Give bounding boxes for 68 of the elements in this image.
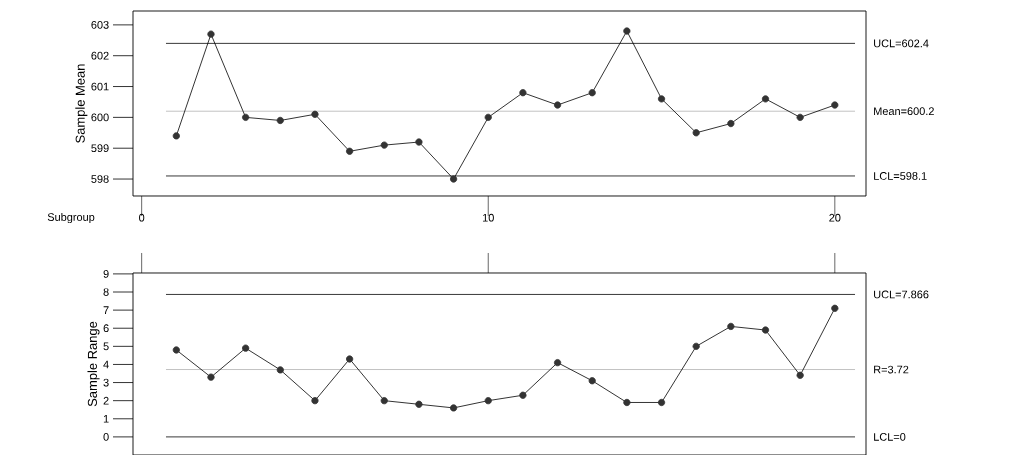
point bbox=[207, 30, 215, 38]
ref-line-label: R=3.72 bbox=[874, 365, 909, 374]
y-tick-label: 603 bbox=[91, 21, 109, 29]
point bbox=[761, 326, 770, 334]
y-tick-label: 3 bbox=[103, 378, 109, 387]
point bbox=[623, 398, 631, 407]
y-tick-label: 5 bbox=[103, 342, 109, 351]
x-axis-title: Subgroup bbox=[47, 212, 95, 224]
point bbox=[415, 138, 423, 146]
point bbox=[623, 27, 631, 35]
point bbox=[242, 113, 250, 121]
y-tick-label: 602 bbox=[91, 51, 109, 60]
point bbox=[796, 371, 804, 379]
ref-line-label: LCL=598.1 bbox=[874, 172, 927, 180]
y-tick-label: 9 bbox=[103, 270, 109, 278]
y-axis-title: Sample Range bbox=[87, 321, 100, 407]
y-tick-label: 6 bbox=[103, 324, 109, 333]
x-tick-label: 0 bbox=[139, 213, 145, 222]
point bbox=[346, 355, 354, 363]
y-tick-label: 4 bbox=[103, 360, 109, 369]
point bbox=[588, 89, 596, 97]
point bbox=[346, 147, 354, 155]
y-tick-label: 1 bbox=[103, 415, 109, 423]
point bbox=[276, 116, 284, 125]
point bbox=[484, 113, 492, 121]
point bbox=[449, 404, 458, 412]
point bbox=[692, 342, 700, 350]
point bbox=[172, 132, 180, 140]
ref-line-label: UCL=7.866 bbox=[874, 290, 929, 299]
point bbox=[242, 344, 250, 352]
point bbox=[415, 400, 423, 408]
point bbox=[484, 397, 492, 405]
y-tick-label: 2 bbox=[103, 396, 109, 405]
point bbox=[692, 129, 700, 137]
ref-line-label: LCL=0 bbox=[874, 433, 906, 441]
point bbox=[657, 95, 666, 103]
ref-line-label: UCL=602.4 bbox=[874, 39, 929, 48]
point bbox=[796, 113, 804, 121]
point bbox=[519, 391, 527, 399]
point bbox=[276, 366, 284, 374]
y-axis-title: Sample Mean bbox=[75, 64, 88, 143]
y-tick-label: 7 bbox=[103, 306, 109, 314]
y-tick-label: 8 bbox=[103, 288, 109, 296]
point bbox=[380, 397, 388, 405]
point bbox=[727, 119, 735, 128]
point bbox=[727, 322, 735, 331]
y-tick-label: 601 bbox=[91, 82, 109, 91]
point bbox=[172, 346, 180, 354]
ref-line-label: Mean=600.2 bbox=[874, 107, 934, 116]
point bbox=[553, 359, 562, 367]
point bbox=[831, 101, 839, 109]
point bbox=[588, 377, 596, 385]
point bbox=[311, 397, 319, 405]
y-tick-label: 599 bbox=[91, 144, 109, 153]
point bbox=[207, 373, 215, 381]
point bbox=[761, 95, 770, 103]
y-tick-label: 598 bbox=[91, 175, 109, 183]
point bbox=[519, 89, 527, 97]
y-tick-label: 0 bbox=[103, 433, 109, 441]
x-tick-label: 10 bbox=[482, 213, 494, 222]
point bbox=[553, 101, 562, 109]
point bbox=[657, 398, 666, 407]
x-tick-label: 20 bbox=[829, 213, 841, 222]
point bbox=[380, 141, 388, 149]
point bbox=[311, 110, 319, 118]
point bbox=[449, 175, 458, 183]
y-tick-label: 600 bbox=[91, 113, 109, 122]
point bbox=[831, 304, 839, 312]
